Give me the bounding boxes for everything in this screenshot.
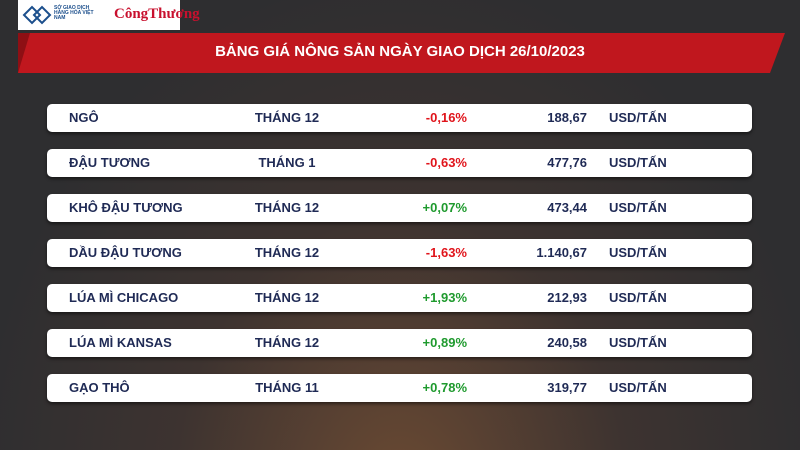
logo-brand: CôngThương xyxy=(114,6,200,22)
change: -0,16% xyxy=(425,110,467,125)
commodity: KHÔ ĐẬU TƯƠNG xyxy=(69,200,183,215)
table-row: LÚA MÌ CHICAGO THÁNG 12 +1,93% 212,93 USD/TẤ… xyxy=(47,284,752,312)
change: +1,93% xyxy=(422,290,467,305)
table-row: ĐẬU TƯƠNG THÁNG 1 -0,63% 477,76 USD/TẤN xyxy=(47,149,752,177)
contract-month: THÁNG 12 xyxy=(254,110,320,125)
unit: USD/TẤN xyxy=(609,155,667,170)
table-row: DẦU ĐẬU TƯƠNG THÁNG 12 -1,63% 1.140,67 USD/T… xyxy=(47,239,752,267)
unit: USD/TẤN xyxy=(609,245,667,260)
change: +0,07% xyxy=(422,200,467,215)
price: 1.140,67 xyxy=(536,245,587,260)
price: 188,67 xyxy=(547,110,587,125)
title: BẢNG GIÁ NÔNG SẢN NGÀY GIAO DỊCH 26/10/2… xyxy=(215,43,585,60)
price: 473,44 xyxy=(547,200,587,215)
logo-icon xyxy=(22,5,52,25)
table-row: GẠO THÔ THÁNG 11 +0,78% 319,77 USD/TẤN xyxy=(47,374,752,402)
unit: USD/TẤN xyxy=(609,290,667,305)
contract-month: THÁNG 12 xyxy=(254,200,320,215)
logo-bar: SỞ GIAO DỊCH HÀNG HÓA VIỆT NAM CôngThươn… xyxy=(18,0,200,30)
contract-month: THÁNG 12 xyxy=(254,335,320,350)
table-row: KHÔ ĐẬU TƯƠNG THÁNG 12 +0,07% 473,44 USD/TẤN xyxy=(47,194,752,222)
change: +0,89% xyxy=(422,335,467,350)
contract-month: THÁNG 1 xyxy=(258,155,316,170)
price: 477,76 xyxy=(547,155,587,170)
commodity: GẠO THÔ xyxy=(69,380,130,395)
commodity: LÚA MÌ CHICAGO xyxy=(69,290,179,305)
contract-month: THÁNG 12 xyxy=(254,245,320,260)
unit: USD/TẤN xyxy=(609,380,667,395)
commodity: ĐẬU TƯƠNG xyxy=(69,155,151,170)
contract-month: THÁNG 12 xyxy=(254,290,320,305)
change: -0,63% xyxy=(425,155,467,170)
unit: USD/TẤN xyxy=(609,335,667,350)
price: 319,77 xyxy=(547,380,587,395)
table-row: NGÔ THÁNG 12 -0,16% 188,67 USD/TẤN xyxy=(47,104,752,132)
logo-text: SỞ GIAO DỊCH HÀNG HÓA VIỆT NAM xyxy=(54,5,94,21)
commodity: DẦU ĐẬU TƯƠNG xyxy=(69,245,182,260)
commodity: LÚA MÌ KANSAS xyxy=(69,335,172,350)
title-banner xyxy=(18,33,785,73)
commodity: NGÔ xyxy=(69,110,99,125)
price: 240,58 xyxy=(547,335,587,350)
unit: USD/TẤN xyxy=(609,110,667,125)
table-row: LÚA MÌ KANSAS THÁNG 12 +0,89% 240,58 USD/TẤN xyxy=(47,329,752,357)
price: 212,93 xyxy=(547,290,587,305)
unit: USD/TẤN xyxy=(609,200,667,215)
change: -1,63% xyxy=(425,245,467,260)
contract-month: THÁNG 11 xyxy=(255,380,319,395)
change: +0,78% xyxy=(422,380,467,395)
